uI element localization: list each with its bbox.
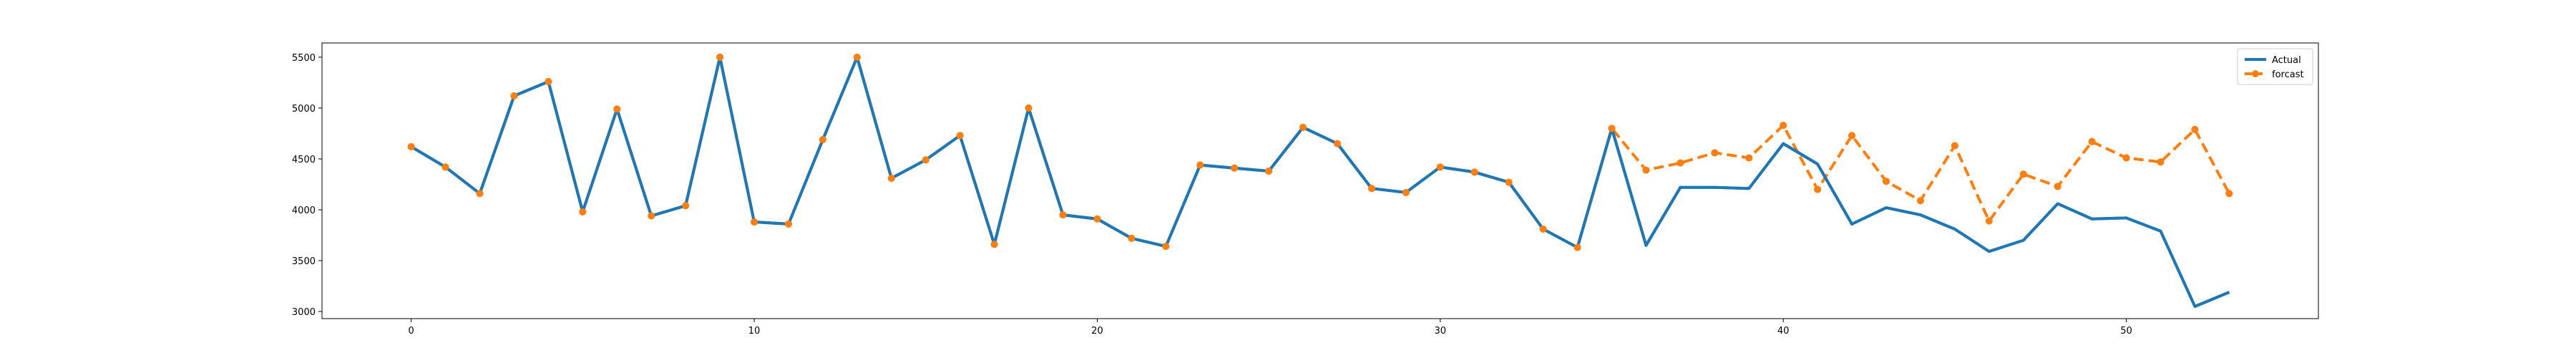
legend-label-actual: Actual [2272, 55, 2301, 66]
forcast-point [2019, 170, 2027, 178]
legend-label-forcast: forcast [2272, 69, 2304, 80]
forcast-point [1025, 104, 1033, 112]
forcast-point [1231, 164, 1239, 172]
x-tick-label: 50 [2120, 326, 2132, 337]
axis-ticks: 0 10 20 30 40 50 3000 3500 4000 4500 5000 5500 [292, 53, 2132, 337]
forcast-point [1882, 178, 1890, 185]
y-tick-label: 5500 [292, 53, 316, 64]
forcast-point [853, 53, 861, 61]
forcast-point [1814, 185, 1822, 193]
forcast-point [648, 212, 655, 220]
legend: Actual forcast [2237, 48, 2313, 85]
forcast-point [1299, 123, 1307, 131]
forcast-point [2054, 183, 2062, 190]
forcast-point [1711, 149, 1719, 157]
x-tick-label: 40 [1777, 326, 1790, 337]
forcast-point [1128, 234, 1136, 242]
forcast-point [441, 163, 449, 171]
forcast-point [1574, 243, 1581, 251]
forcast-point [1470, 168, 1478, 176]
forcast-point [1265, 168, 1273, 175]
forcast-point [2225, 190, 2233, 198]
forcast-point [613, 105, 621, 113]
y-tick-label: 4500 [292, 155, 316, 165]
forcast-point [1985, 217, 1993, 225]
forcast-point [1196, 161, 1204, 169]
forcast-point [751, 218, 758, 226]
forcast-point [510, 92, 518, 100]
y-tick-label: 3000 [292, 307, 316, 318]
legend-marker-forcast [2252, 70, 2259, 77]
forcast-point [476, 190, 484, 198]
forcast-point [1745, 154, 1753, 162]
forcast-point [1436, 163, 1444, 171]
forcast-point [1608, 125, 1616, 132]
forcast-point [1677, 159, 1684, 167]
x-tick-label: 0 [408, 326, 414, 337]
forcast-point [2157, 158, 2165, 166]
forcast-point [1093, 215, 1101, 223]
x-tick-label: 10 [748, 326, 761, 337]
forcast-point [819, 135, 826, 143]
plot-frame [321, 42, 2319, 319]
series-layer [407, 53, 2233, 308]
forcast-point [1848, 132, 1856, 140]
forcast-point [1539, 225, 1547, 233]
forcast-point [1505, 178, 1513, 186]
forcast-point [1951, 142, 1958, 150]
y-tick-label: 4000 [292, 205, 316, 216]
forcast-point [784, 220, 792, 228]
forcast-point [1367, 185, 1375, 193]
y-tick-label: 5000 [292, 104, 316, 115]
forcast-point [887, 174, 895, 182]
forcast-point [922, 156, 930, 164]
forcast-point [990, 241, 998, 248]
forcast-point [1916, 197, 1924, 205]
forcast-point [1780, 122, 1787, 130]
forcast-point [2191, 125, 2199, 133]
series-line-actual-top [410, 55, 2230, 308]
forcast-point [1642, 166, 1650, 174]
forcast-point [2122, 154, 2130, 162]
forcast-point [716, 53, 724, 61]
forcast-point [2088, 137, 2096, 145]
forcast-point [956, 132, 964, 140]
forcast-point [1162, 243, 1170, 251]
forcast-point [579, 208, 587, 216]
x-tick-label: 30 [1435, 326, 1447, 337]
forcast-point [1059, 211, 1067, 219]
forcast-point [682, 202, 690, 210]
forcast-point [1402, 188, 1410, 196]
forcast-point [407, 142, 415, 150]
x-tick-label: 20 [1091, 326, 1103, 337]
forcast-point [545, 77, 552, 85]
forcast-point [1333, 140, 1341, 147]
y-tick-label: 3500 [292, 256, 316, 267]
